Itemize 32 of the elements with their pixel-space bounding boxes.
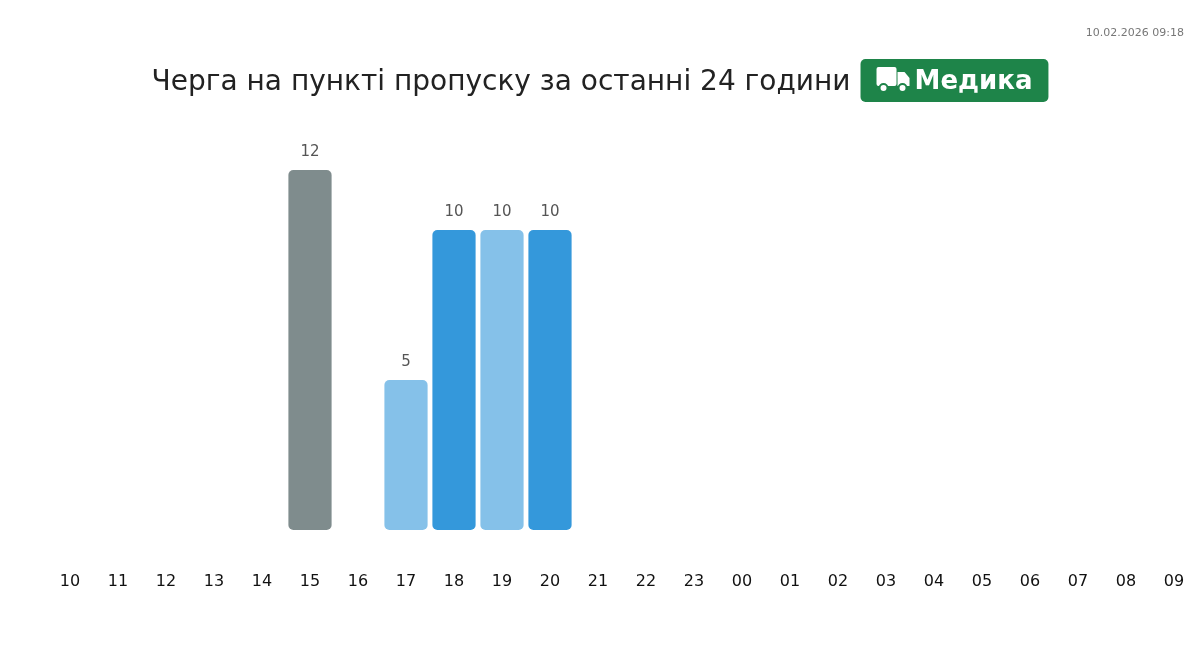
data-label: 5 [401, 352, 411, 370]
x-tick-label: 01 [779, 571, 801, 591]
x-tick-label: 10 [59, 571, 81, 591]
x-tick-label: 11 [107, 571, 129, 591]
x-tick-label: 09 [1163, 571, 1185, 591]
x-tick-label: 00 [731, 571, 753, 591]
x-tick-label: 12 [155, 571, 177, 591]
x-tick-label: 22 [635, 571, 657, 591]
x-tick-label: 18 [443, 571, 465, 591]
x-tick-label: 13 [203, 571, 225, 591]
x-tick-label: 07 [1067, 571, 1089, 591]
x-tick-label: 20 [539, 571, 561, 591]
x-tick-label: 04 [923, 571, 945, 591]
x-tick-label: 23 [683, 571, 705, 591]
x-tick-label: 15 [299, 571, 321, 591]
x-tick-label: 19 [491, 571, 513, 591]
x-tick-label: 02 [827, 571, 849, 591]
x-tick-label: 08 [1115, 571, 1137, 591]
data-label: 10 [444, 202, 464, 220]
x-tick-label: 16 [347, 571, 369, 591]
data-label: 10 [492, 202, 512, 220]
x-tick-label: 03 [875, 571, 897, 591]
x-tick-label: 14 [251, 571, 273, 591]
text: 10.02.2026 09:18 [1085, 26, 1184, 39]
data-label: 10 [540, 202, 560, 220]
x-tick-label: 05 [971, 571, 993, 591]
x-tick-label: 17 [395, 571, 417, 591]
x-tick-label: 06 [1019, 571, 1041, 591]
x-tick-label: 21 [587, 571, 609, 591]
chart-subtitle: Медика [914, 65, 1033, 95]
data-label: 12 [300, 142, 320, 160]
chart-title: Черга на пункті пропуску за останні 24 години [151, 64, 851, 97]
